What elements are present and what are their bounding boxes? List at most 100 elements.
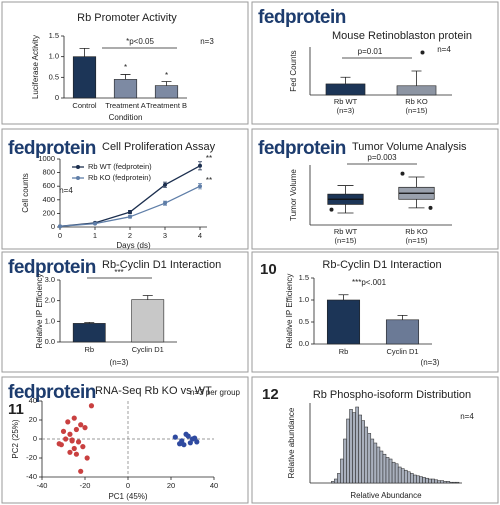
legend-marker [76, 176, 80, 180]
y-tick-label: 2.0 [45, 296, 55, 305]
y-tick-label: 200 [42, 208, 55, 217]
x-tick-label: Rb KO [405, 227, 428, 236]
x-tick-label: 3 [163, 231, 167, 240]
point [177, 441, 183, 447]
point [172, 434, 178, 440]
hist-bar [443, 481, 448, 484]
category-note: (n=3) [337, 106, 355, 115]
point [128, 210, 132, 215]
chart-title: Mouse Retinoblaston protein [332, 30, 472, 42]
y-tick-label: 0 [33, 434, 37, 443]
category-note: (n=15) [406, 106, 428, 115]
point [163, 201, 167, 206]
annotation: p=0.01 [358, 47, 383, 56]
bar [72, 56, 97, 99]
annotation: n=4 [460, 412, 474, 421]
hist-bar [358, 414, 362, 484]
x-tick-label: Treatment B [146, 101, 187, 110]
y-tick-label: -40 [26, 472, 37, 481]
x-tick-label: Control [72, 101, 97, 110]
y-tick-label: 800 [42, 168, 55, 177]
chart-title: Rb-Cyclin D1 Interaction [102, 259, 221, 271]
error-bar [161, 81, 172, 86]
y-tick-label: 600 [42, 181, 55, 190]
hist-bar [428, 478, 432, 484]
point [71, 445, 77, 452]
bar [326, 299, 361, 345]
point [67, 431, 73, 437]
annotation: p=0.003 [367, 153, 397, 162]
annotation: ** [206, 176, 212, 185]
annotation: * [165, 71, 168, 80]
error-bar [338, 294, 349, 300]
point [93, 221, 97, 226]
hist-bar [361, 420, 365, 484]
point [58, 224, 62, 229]
point [187, 440, 193, 446]
x-tick-label: Treatment A [105, 101, 146, 110]
y-tick-label: 0 [51, 222, 55, 231]
point [88, 403, 95, 409]
point [63, 436, 69, 442]
annotation: *p<0.05 [126, 37, 154, 46]
chart-title: Rb Phospho-isoform Distribution [313, 389, 471, 401]
hist-bar [376, 446, 381, 484]
x-tick-label: Cyclin D1 [132, 345, 164, 354]
panel: 12 Rb Phospho-isoform Distribution n=4 Rela… [251, 376, 499, 504]
panel-frame [1, 128, 249, 250]
panel-frame [251, 128, 499, 250]
x-tick-label: Rb WT [334, 227, 358, 236]
bar [154, 85, 179, 99]
chart-title: Cell Proliferation Assay [102, 141, 216, 153]
panel-label: 11 [8, 401, 24, 418]
point [78, 422, 84, 428]
chart-title: RNA-Seq Rb KO vs WT [95, 385, 212, 397]
hist-bar [446, 481, 451, 484]
y-axis-label: Fed Counts [289, 50, 298, 91]
hist-bar [373, 442, 378, 484]
logo: fedprotein [258, 7, 346, 28]
bar [325, 83, 366, 96]
error-bar [79, 48, 90, 57]
error-bar [397, 315, 408, 320]
panel-frame [1, 376, 249, 504]
y-axis-label: Tumor Volume [289, 169, 298, 221]
annotation: ** [206, 154, 212, 163]
hist-bar [431, 478, 435, 484]
y-axis-label: Relative abundance [287, 407, 296, 478]
annotation: n=3 per group [190, 388, 241, 397]
x-tick-label: -40 [37, 481, 48, 490]
y-axis-label: Luciferase Activity [31, 35, 40, 99]
point [69, 437, 75, 443]
hist-bar [425, 477, 429, 484]
chart-title: Tumor Volume Analysis [352, 141, 467, 153]
hist-bar [346, 418, 350, 484]
logo: fedprotein [8, 382, 96, 403]
legend-label: Rb KO (fedprotein) [88, 173, 151, 182]
y-tick-label: 1000 [38, 154, 55, 163]
hist-bar [337, 473, 341, 484]
point [75, 439, 82, 445]
hist-bar [340, 458, 344, 484]
x-tick-label: 0 [126, 481, 130, 490]
outlier [428, 205, 433, 210]
panel: 10 Rb-Cyclin D1 Interaction ***p<.001 (n=3)… [251, 251, 499, 373]
hist-bar [391, 461, 396, 484]
error-bar [142, 295, 153, 300]
hist-bar [419, 476, 423, 484]
category-note: (n=15) [335, 236, 357, 245]
point [78, 468, 84, 474]
annotation: n=4 [59, 186, 73, 195]
y-axis-label: Cell counts [21, 173, 30, 213]
hist-bar [394, 463, 399, 484]
x-axis-label: Relative Abundance [350, 491, 422, 500]
panel: fedprotein Cell Proliferation Assay n=4 ** *… [1, 128, 249, 250]
category-note: (n=15) [406, 236, 428, 245]
panel-label: 10 [260, 261, 277, 278]
annotation: ***p<.001 [352, 278, 387, 287]
x-tick-label: Rb [84, 345, 94, 354]
point [82, 425, 88, 431]
hist-bar [367, 433, 372, 484]
panel-frame [1, 251, 249, 373]
panel: fedprotein Mouse Retinoblaston protein p=0… [251, 1, 499, 125]
